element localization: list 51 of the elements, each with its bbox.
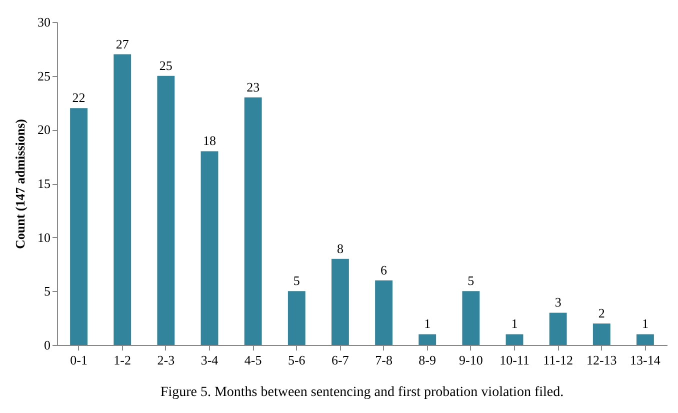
- y-tick-label: 10: [38, 230, 50, 245]
- x-tick-label: 4-5: [244, 352, 262, 368]
- text: Figure 5. Months between sentencing and first probation violation filed.: [160, 385, 564, 400]
- x-tick-label: 10-11: [500, 352, 530, 368]
- data-label: 23: [246, 79, 260, 94]
- bar: [592, 323, 610, 345]
- x-tick-label: 3-4: [200, 352, 219, 368]
- data-label: 6: [380, 262, 388, 278]
- x-tick-label: 8-9: [418, 352, 436, 368]
- x-tick-label: 1-2: [114, 352, 132, 368]
- data-label: 5: [293, 273, 300, 288]
- x-tick-label: 13-14: [630, 352, 661, 368]
- data-label: 8: [336, 240, 344, 256]
- y-tick-label: 5: [44, 284, 50, 299]
- x-tick-label: 9-10: [459, 352, 483, 368]
- y-tick-label: 15: [38, 176, 50, 191]
- bar: [375, 280, 392, 345]
- bar: [506, 334, 524, 345]
- x-tick-label: 6-7: [332, 352, 350, 368]
- bar: [332, 258, 349, 345]
- bar: [462, 291, 480, 345]
- data-label: 5: [468, 273, 474, 288]
- bar: [200, 151, 218, 345]
- y-tick-label: 25: [38, 68, 50, 84]
- bar: [418, 334, 436, 345]
- data-label: 1: [511, 316, 518, 332]
- x-tick-label: 5-6: [288, 352, 306, 368]
- data-label: 3: [554, 294, 562, 310]
- bar: [549, 312, 567, 345]
- x-tick-label: 7-8: [375, 352, 392, 368]
- x-tick-label: 2-3: [157, 352, 175, 368]
- data-label: 27: [116, 36, 130, 52]
- bar: [114, 54, 132, 345]
- x-tick-label: 11-12: [543, 352, 573, 368]
- y-tick-label: 20: [38, 122, 50, 138]
- x-tick-label: 0-1: [70, 352, 88, 368]
- data-label: 1: [424, 316, 431, 332]
- data-label: 2: [598, 305, 605, 320]
- bar: [157, 76, 175, 345]
- data-label: 1: [642, 316, 648, 332]
- bar: [288, 291, 306, 345]
- bar: [636, 334, 654, 345]
- y-tick-label: 30: [38, 14, 50, 30]
- bar: [244, 97, 262, 345]
- x-tick-label: 12-13: [586, 352, 617, 368]
- y-axis-title: Count (147 admissions): [12, 118, 28, 250]
- data-label: 18: [203, 133, 216, 148]
- data-label: 25: [159, 58, 172, 73]
- bar: [70, 108, 88, 345]
- y-tick-label: 0: [44, 338, 50, 352]
- data-label: 22: [72, 90, 86, 106]
